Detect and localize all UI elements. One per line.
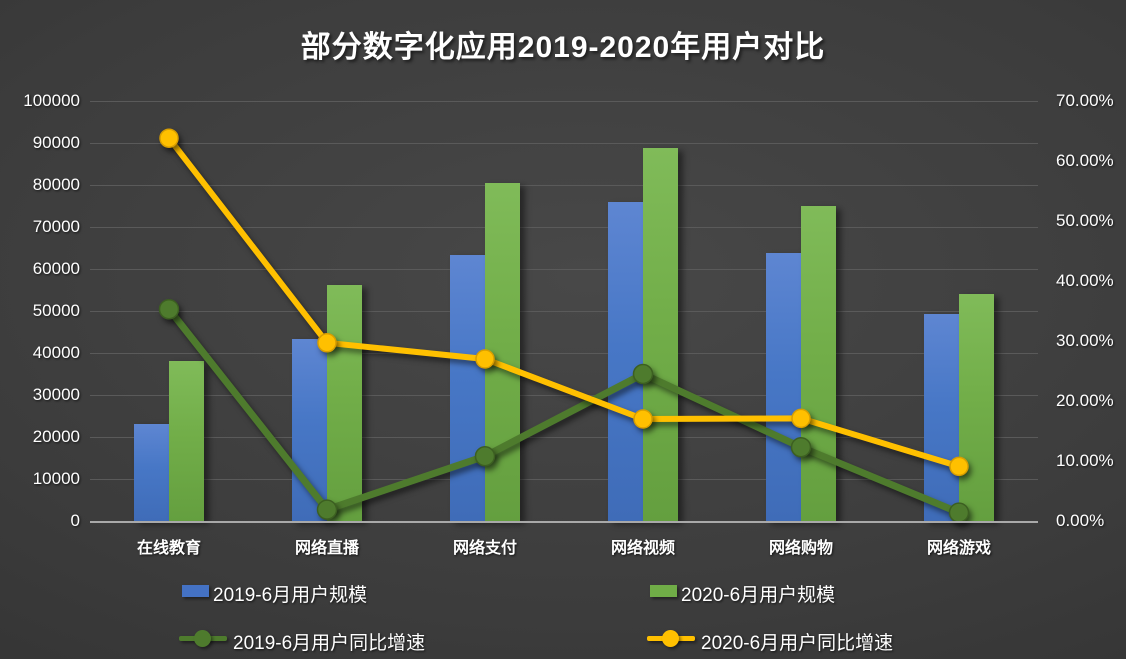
bar-2020-6月用户规模-网络直播 (327, 284, 362, 521)
gridline (90, 269, 1038, 270)
marker-2019-6月用户同比增速-网络购物 (790, 436, 812, 458)
gridline (90, 101, 1038, 102)
left-axis-tick-label: 30000 (32, 385, 80, 404)
gridline (90, 479, 1038, 480)
left-axis-tick-label: 60000 (32, 259, 80, 278)
right-axis-tick-label: 50.00% (1056, 211, 1114, 230)
gridline (90, 227, 1038, 228)
bar-2019-6月用户规模-在线教育 (134, 423, 169, 521)
bar-2019-6月用户规模-网络视频 (608, 202, 643, 521)
right-axis-tick-label: 0.00% (1056, 511, 1105, 530)
left-axis-tick-label: 90000 (32, 133, 80, 152)
bar-2020-6月用户规模-网络游戏 (959, 294, 994, 521)
legend-swatch-2020-6月用户规模 (650, 585, 677, 597)
legend-dot-marker-2020-6月用户同比增速 (662, 630, 679, 647)
right-axis-tick-label: 20.00% (1056, 391, 1114, 410)
x-axis-line (90, 521, 1038, 523)
left-axis-tick-label: 50000 (32, 301, 80, 320)
marker-2019-6月用户同比增速-网络视频 (632, 363, 654, 385)
marker-2020-6月用户同比增速-网络视频 (633, 409, 653, 429)
marker-2020-6月用户同比增速-网络直播 (317, 333, 337, 353)
right-axis-tick-label: 70.00% (1056, 91, 1114, 110)
gridline (90, 143, 1038, 144)
bar-2020-6月用户规模-网络购物 (801, 206, 836, 521)
left-axis-tick-label: 0 (70, 511, 80, 530)
category-label-网络游戏: 网络游戏 (926, 540, 992, 557)
marker-2019-6月用户同比增速-网络游戏 (948, 502, 970, 523)
gridline (90, 395, 1038, 396)
legend-label-2020-6月用户同比增速: 2020-6月用户同比增速 (701, 633, 894, 654)
bar-2020-6月用户规模-网络视频 (643, 148, 678, 521)
right-axis-tick-label: 30.00% (1056, 331, 1114, 350)
left-axis-tick-label: 40000 (32, 343, 80, 362)
marker-2020-6月用户同比增速-网络支付 (475, 349, 495, 369)
left-axis-tick-label: 10000 (32, 469, 80, 488)
category-label-网络视频: 网络视频 (610, 540, 676, 557)
gridline (90, 353, 1038, 354)
bar-2019-6月用户规模-网络购物 (766, 252, 801, 521)
marker-2019-6月用户同比增速-网络直播 (316, 499, 338, 520)
gridline (90, 437, 1038, 438)
left-axis-tick-label: 70000 (32, 217, 80, 236)
line-2019-6月用户同比增速 (165, 305, 963, 517)
left-axis-tick-label: 100000 (23, 91, 80, 110)
marker-2020-6月用户同比增速-网络游戏 (949, 456, 969, 477)
marker-2019-6月用户同比增速-在线教育 (158, 298, 180, 320)
line-2020-6月用户同比增速 (166, 135, 962, 470)
marker-2020-6月用户同比增速-网络购物 (791, 408, 811, 429)
plot-area (90, 101, 1038, 523)
category-label-网络直播: 网络直播 (294, 540, 360, 557)
gridline (90, 185, 1038, 186)
chart-title: 部分数字化应用2019-2020年用户对比 (300, 31, 826, 64)
bar-2020-6月用户规模-在线教育 (169, 360, 204, 521)
category-label-网络购物: 网络购物 (768, 540, 834, 557)
legend-label-2020-6月用户规模: 2020-6月用户规模 (681, 585, 836, 606)
right-axis-tick-label: 40.00% (1056, 271, 1114, 290)
category-label-在线教育: 在线教育 (136, 540, 202, 557)
left-axis-tick-label: 20000 (32, 427, 80, 446)
marker-2019-6月用户同比增速-网络支付 (474, 445, 496, 467)
legend-swatch-2019-6月用户规模 (182, 585, 209, 597)
bar-2019-6月用户规模-网络支付 (450, 255, 485, 521)
line-series-overlay (158, 128, 970, 523)
marker-2020-6月用户同比增速-在线教育 (159, 128, 179, 148)
left-axis-tick-label: 80000 (32, 175, 80, 194)
gridline (90, 311, 1038, 312)
legend-label-2019-6月用户规模: 2019-6月用户规模 (213, 585, 368, 606)
legend-dot-marker-2019-6月用户同比增速 (194, 630, 211, 647)
right-axis-tick-label: 10.00% (1056, 451, 1114, 470)
legend-label-2019-6月用户同比增速: 2019-6月用户同比增速 (233, 633, 426, 654)
category-label-网络支付: 网络支付 (452, 540, 518, 557)
right-axis-tick-label: 60.00% (1056, 151, 1114, 170)
bar-2019-6月用户规模-网络游戏 (924, 313, 959, 521)
